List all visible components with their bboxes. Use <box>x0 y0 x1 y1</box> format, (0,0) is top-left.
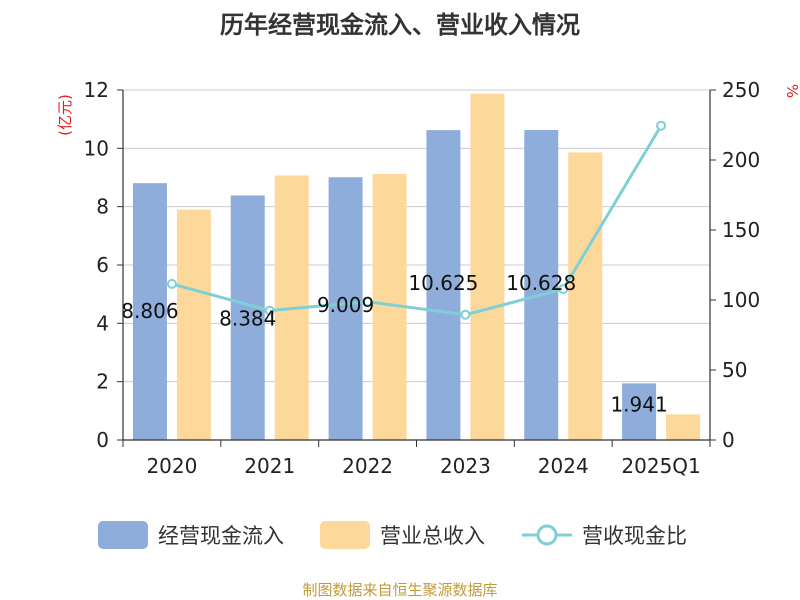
x-tick-label: 2024 <box>538 454 589 478</box>
data-label-cash-inflow: 10.625 <box>408 271 478 295</box>
bar-revenue <box>666 414 701 440</box>
ratio-line-marker <box>362 296 373 307</box>
left-tick-label: 2 <box>96 370 109 394</box>
x-tick-label: 2020 <box>146 454 197 478</box>
bar-cash-inflow <box>426 130 461 440</box>
bar-revenue <box>568 152 603 440</box>
bar-cash-inflow <box>132 183 167 441</box>
x-tick-label: 2025Q1 <box>621 454 700 478</box>
right-tick-label: 150 <box>722 218 760 242</box>
data-label-cash-inflow: 1.941 <box>610 392 667 416</box>
bar-cash-inflow <box>230 195 265 440</box>
right-tick-label: 200 <box>722 148 760 172</box>
ratio-line-path <box>171 124 663 317</box>
bar-cash-inflow <box>328 177 363 441</box>
data-labels: 8.806 8.384 9.009 10.625 10.628 1.941 <box>121 271 667 416</box>
legend-swatch-revenue <box>320 521 370 549</box>
legend-label-revenue: 营业总收入 <box>380 524 485 548</box>
data-label-cash-inflow: 9.009 <box>317 293 374 317</box>
left-tick-label: 8 <box>96 195 109 219</box>
bar-cash-inflow <box>622 383 657 440</box>
legend-swatch-cash-inflow <box>98 521 148 549</box>
left-tick-label: 6 <box>96 253 109 277</box>
bars <box>132 93 701 441</box>
right-tick-label: 100 <box>722 288 760 312</box>
legend-label-ratio: 营收现金比 <box>582 524 687 548</box>
data-label-cash-inflow: 8.806 <box>121 299 178 323</box>
left-tick-label: 0 <box>96 428 109 452</box>
ratio-line-marker <box>166 278 177 289</box>
chart-title: 历年经营现金流入、营业收入情况 <box>220 11 580 39</box>
ratio-line-marker <box>460 309 471 320</box>
data-label-cash-inflow: 10.628 <box>506 271 576 295</box>
ratio-line-marker <box>558 284 569 295</box>
left-axis-unit: (亿元) <box>56 94 74 136</box>
x-tick-label: 2022 <box>342 454 393 478</box>
gridlines <box>123 89 710 383</box>
left-tick-label: 10 <box>84 136 109 160</box>
left-tick-label: 4 <box>96 311 109 335</box>
right-axis-unit: % <box>783 84 800 98</box>
ratio-line-marker <box>264 305 275 316</box>
legend-swatch-ratio-marker <box>536 524 558 546</box>
axes <box>117 89 716 447</box>
footer-source: 制图数据来自恒生聚源数据库 <box>302 581 497 599</box>
bar-cash-inflow <box>524 130 559 440</box>
bar-revenue <box>176 209 211 440</box>
left-tick-label: 12 <box>84 78 109 102</box>
tick-labels: 0 2 4 6 8 10 12 0 50 100 150 200 250 2020 2021 2022 2023… <box>84 78 761 478</box>
bar-revenue <box>470 93 505 441</box>
right-tick-label: 50 <box>722 358 747 382</box>
legend: 经营现金流入 营业总收入 营收现金比 <box>98 521 687 549</box>
ratio-line-marker <box>656 120 667 131</box>
x-tick-label: 2023 <box>440 454 491 478</box>
x-tick-label: 2021 <box>244 454 295 478</box>
data-label-cash-inflow: 8.384 <box>219 306 276 330</box>
ratio-line <box>166 120 667 320</box>
right-tick-label: 0 <box>722 428 735 452</box>
right-tick-label: 250 <box>722 78 760 102</box>
legend-label-cash-inflow: 经营现金流入 <box>158 524 284 548</box>
